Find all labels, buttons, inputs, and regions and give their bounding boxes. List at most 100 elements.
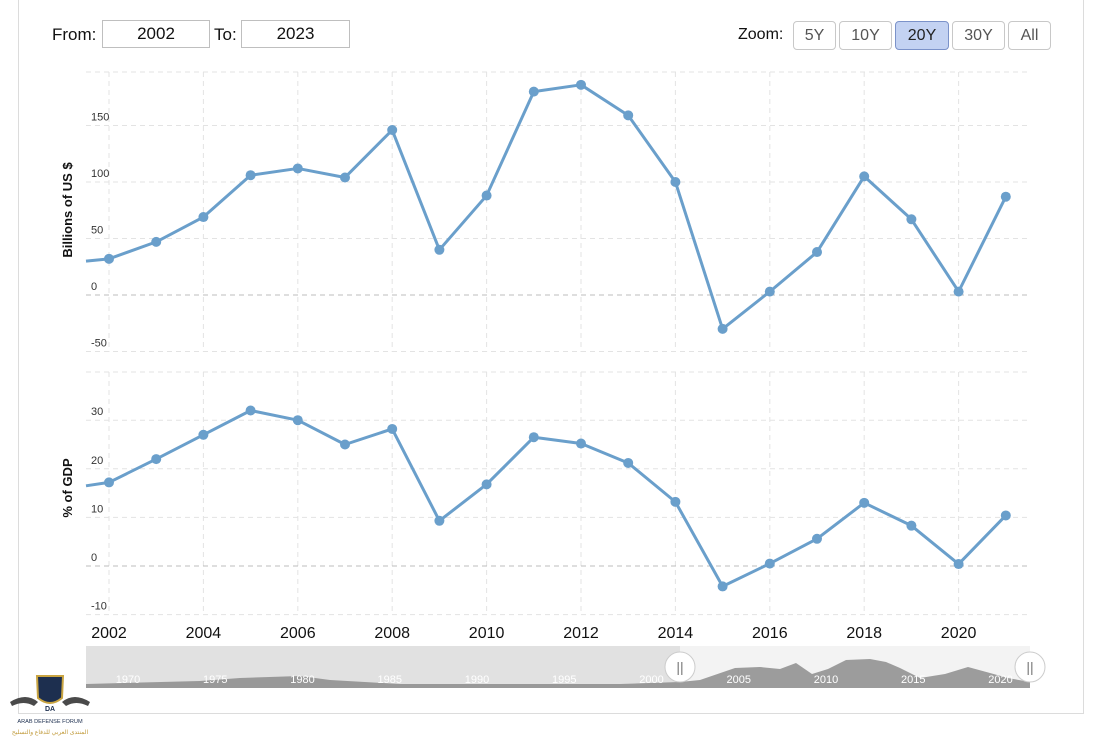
x-tick-label: 2018 [846,625,882,642]
top-data-point[interactable] [906,214,917,225]
bottom-y-tick-label: 10 [91,503,103,515]
top-y-tick-label: 50 [91,225,103,237]
navigator-tick-label: 2020 [988,674,1012,686]
navigator-tick-label: 1980 [290,674,314,686]
bottom-data-point[interactable] [104,477,114,488]
navigator-tick-label: 1970 [116,674,140,686]
bottom-data-point[interactable] [670,496,681,507]
x-tick-label: 2016 [752,625,788,642]
bottom-data-point[interactable] [434,515,445,526]
top-data-point[interactable] [151,236,162,247]
navigator-tick-label: 1975 [203,674,227,686]
top-data-point[interactable] [623,110,634,121]
zoom-all-button[interactable]: All [1008,21,1051,50]
to-label: To: [214,25,237,44]
zoom-20y-button[interactable]: 20Y [895,21,949,50]
svg-text:ARAB DEFENSE FORUM: ARAB DEFENSE FORUM [17,719,83,725]
navigator-tick-label: 2000 [639,674,663,686]
navigator-right-handle[interactable]: || [1014,651,1046,683]
top-data-point[interactable] [670,177,681,187]
navigator-tick-label: 1985 [378,674,402,686]
top-y-axis-label: Billions of US $ [60,162,75,258]
x-tick-label: 2012 [563,625,599,642]
chart-frame [18,0,1084,714]
handle-grip-icon: || [676,659,683,675]
x-tick-label: 2006 [280,625,316,642]
bottom-panel: -10 0 10 20 30 [85,371,1028,616]
navigator-tick-label: 1990 [465,674,489,686]
navigator-left-handle[interactable]: || [664,651,696,683]
navigator-tick-label: 1995 [552,674,576,686]
bottom-data-point[interactable] [387,423,398,434]
zoom-label: Zoom: [738,26,784,43]
bottom-data-point[interactable] [528,432,539,443]
bottom-y-tick-label: 20 [91,455,103,467]
x-tick-label: 2002 [91,625,127,642]
top-y-tick-label: -50 [91,338,107,350]
top-data-point[interactable] [245,170,256,181]
bottom-data-point[interactable] [1000,510,1011,521]
svg-text:المنتدى العربي للدفاع والتسليح: المنتدى العربي للدفاع والتسليح [12,729,89,736]
bottom-y-tick-label: 0 [91,552,97,564]
from-label: From: [52,25,97,44]
to-input[interactable]: 2023 [241,20,350,48]
from-input[interactable]: 2002 [102,20,210,48]
arab-defense-forum-logo: DA ARAB DEFENSE FORUM المنتدى العربي للد… [10,675,90,736]
top-series-line [85,83,1008,331]
top-panel: -50 0 50 100 150 [85,71,1028,352]
top-data-point[interactable] [292,163,303,174]
bottom-data-point[interactable] [292,415,303,426]
bottom-data-point[interactable] [481,479,492,490]
top-data-point[interactable] [859,171,870,182]
bottom-data-point[interactable] [151,454,162,465]
x-tick-label: 2004 [186,625,222,642]
bottom-data-point[interactable] [906,520,917,531]
top-data-point[interactable] [481,190,492,201]
top-y-tick-label: 100 [91,168,109,180]
bottom-data-point[interactable] [340,439,350,450]
navigator-series-area [86,659,1030,688]
bottom-data-point[interactable] [859,497,870,508]
bottom-data-point[interactable] [812,533,822,544]
top-data-point[interactable] [1000,191,1011,202]
top-data-point[interactable] [717,323,728,334]
top-data-point[interactable] [812,247,822,258]
bottom-data-point[interactable] [245,405,256,416]
x-tick-label: 2014 [658,625,694,642]
bottom-data-point[interactable] [576,438,586,449]
top-data-point[interactable] [953,286,964,297]
bottom-data-point[interactable] [764,558,775,569]
zoom-30y-button[interactable]: 30Y [952,21,1005,50]
navigator: 1970 1975 1980 1985 1990 1995 2000 2005 2010 2015… [86,646,1046,688]
navigator-tick-label: 2005 [727,674,751,686]
navigator-tick-label: 2010 [814,674,838,686]
navigator-tick-label: 2015 [901,674,925,686]
top-data-point[interactable] [576,79,586,90]
top-y-tick-label: 0 [91,281,97,293]
bottom-data-point[interactable] [623,457,634,468]
top-data-point[interactable] [104,253,114,264]
zoom-5y-button[interactable]: 5Y [793,21,836,50]
handle-grip-icon: || [1026,659,1033,675]
top-y-tick-label: 150 [91,112,109,124]
top-data-point[interactable] [764,286,775,297]
bottom-y-tick-label: 30 [91,406,103,418]
top-data-point[interactable] [387,125,398,136]
bottom-data-point[interactable] [717,581,728,592]
bottom-y-tick-label: -10 [91,601,107,613]
bottom-series-line [85,408,1007,588]
top-data-point[interactable] [340,172,350,183]
top-data-point[interactable] [434,244,445,255]
top-data-point[interactable] [198,212,209,223]
top-data-point[interactable] [528,86,539,97]
x-tick-label: 2020 [941,625,977,642]
bottom-y-axis-label: % of GDP [60,458,75,518]
bottom-data-point[interactable] [198,429,209,440]
x-tick-label: 2008 [374,625,410,642]
bottom-data-point[interactable] [953,559,964,570]
x-axis: 2002 2004 2006 2008 2010 2012 2014 2016 2018 2020 [91,625,976,642]
svg-text:DA: DA [45,706,55,713]
zoom-10y-button[interactable]: 10Y [839,21,892,50]
x-tick-label: 2010 [469,625,505,642]
